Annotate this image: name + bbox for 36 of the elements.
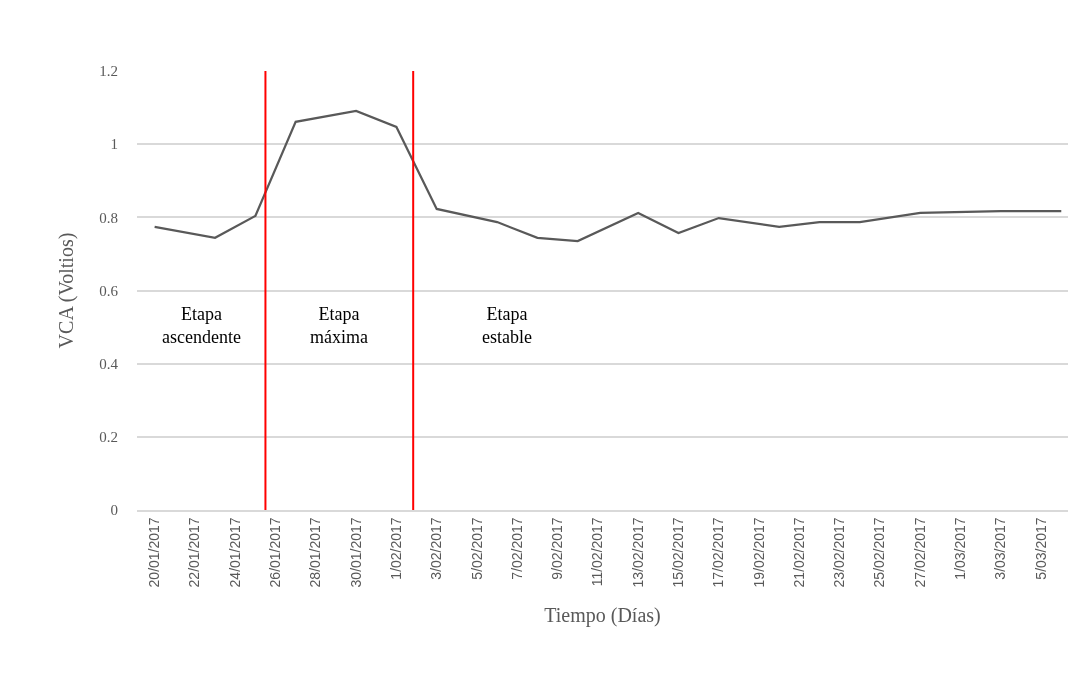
x-tick-label: 26/01/2017 [267,517,284,588]
x-tick-label: 15/02/2017 [670,517,687,588]
y-tick-label: 0.2 [99,429,118,446]
annotation: Etapa máxima [310,304,368,348]
x-tick-label: 22/01/2017 [186,517,203,588]
x-tick-label: 28/01/2017 [307,517,324,588]
y-tick-label: 0.4 [99,355,119,372]
x-tick-label: 1/02/2017 [387,517,404,580]
annotation: Etapa ascendente [162,304,241,348]
x-tick-label: 13/02/2017 [629,517,646,588]
x-tick-label: 3/02/2017 [428,517,445,580]
y-tick-label: 0 [110,502,118,519]
x-tick-label: 23/02/2017 [831,517,848,588]
y-axis-title: VCA (Voltios) [54,232,78,349]
y-tick-label: 1.2 [99,63,118,80]
x-tick-label: 11/02/2017 [589,517,606,587]
x-tick-label: 30/01/2017 [347,517,364,588]
y-tick-label: 0.8 [99,209,118,226]
line-series [153,109,1063,243]
x-tick-label: 9/02/2017 [549,517,566,580]
x-tick-label: 7/02/2017 [508,517,525,580]
x-tick-label: 19/02/2017 [750,517,767,588]
y-tick-label: 0.6 [99,282,119,299]
x-tick-label: 5/03/2017 [1032,517,1049,580]
x-tick-label: 5/02/2017 [468,517,485,580]
annotation: Etapa estable [482,304,532,348]
x-tick-label: 24/01/2017 [226,517,243,588]
x-tick-label: 25/02/2017 [871,517,888,588]
x-tick-label: 17/02/2017 [710,517,727,588]
x-tick-label: 27/02/2017 [911,517,928,588]
y-tick-label: 1 [110,136,118,153]
x-tick-label: 1/03/2017 [952,517,969,580]
x-tick-label: 21/02/2017 [790,517,807,588]
x-tick-label: 3/03/2017 [992,517,1009,580]
x-tick-label: 20/01/2017 [146,517,163,588]
x-axis-title: Tiempo (Días) [544,604,661,628]
